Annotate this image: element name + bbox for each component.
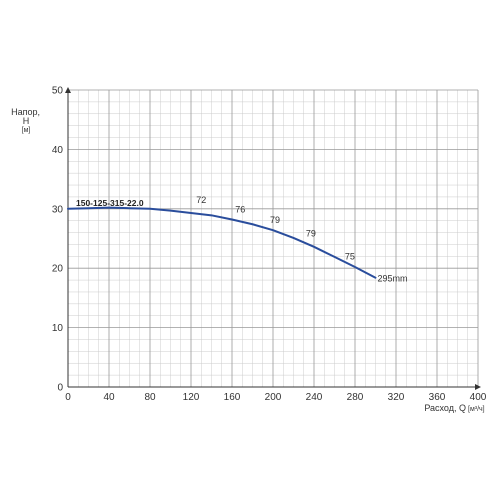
x-tick-label: 0 [65, 392, 71, 403]
model-label: 150-125-315-22.0 [76, 198, 144, 208]
x-tick-labels: 0 40 80 120 160 200 240 280 320 360 400 [65, 392, 487, 403]
y-tick-label: 30 [52, 204, 64, 215]
x-tick-label: 200 [265, 392, 282, 403]
x-tick-label: 80 [144, 392, 156, 403]
y-axis-unit: [м] [22, 127, 31, 134]
x-tick-label: 40 [103, 392, 115, 403]
y-tick-labels: 0 10 20 30 40 50 [52, 86, 64, 394]
efficiency-label: 76 [235, 204, 245, 214]
series-line [67, 206, 377, 279]
series-label: 295mm [378, 274, 408, 284]
efficiency-label: 75 [345, 251, 355, 261]
x-tick-label: 280 [347, 392, 364, 403]
y-tick-label: 50 [52, 86, 64, 97]
x-axis-arrow-icon [475, 384, 481, 390]
x-tick-label: 120 [183, 392, 200, 403]
y-tick-label: 10 [52, 323, 64, 334]
y-tick-label: 20 [52, 264, 64, 275]
efficiency-label: 79 [306, 229, 316, 239]
y-tick-label: 40 [52, 145, 64, 156]
y-axis-label-line1: Напор, [11, 107, 40, 117]
efficiency-label: 79 [270, 215, 280, 225]
x-tick-label: 240 [306, 392, 323, 403]
x-tick-label: 400 [470, 392, 487, 403]
x-axis-label: Расход, Q [424, 403, 466, 413]
y-axis-arrow-icon [65, 87, 71, 93]
efficiency-label: 72 [196, 195, 206, 205]
x-tick-label: 320 [388, 392, 405, 403]
x-tick-label: 160 [224, 392, 241, 403]
x-tick-label: 360 [429, 392, 446, 403]
series-group [67, 206, 377, 279]
y-tick-label: 0 [57, 383, 63, 394]
y-axis-label-line2: H [23, 116, 30, 126]
axes [65, 87, 481, 390]
minor-gridlines [68, 90, 478, 387]
chart-annotations: 150-125-315-22.0 Напор, H [м] Расход, Q … [11, 107, 485, 413]
x-axis-unit: [м³/ч] [468, 406, 485, 413]
